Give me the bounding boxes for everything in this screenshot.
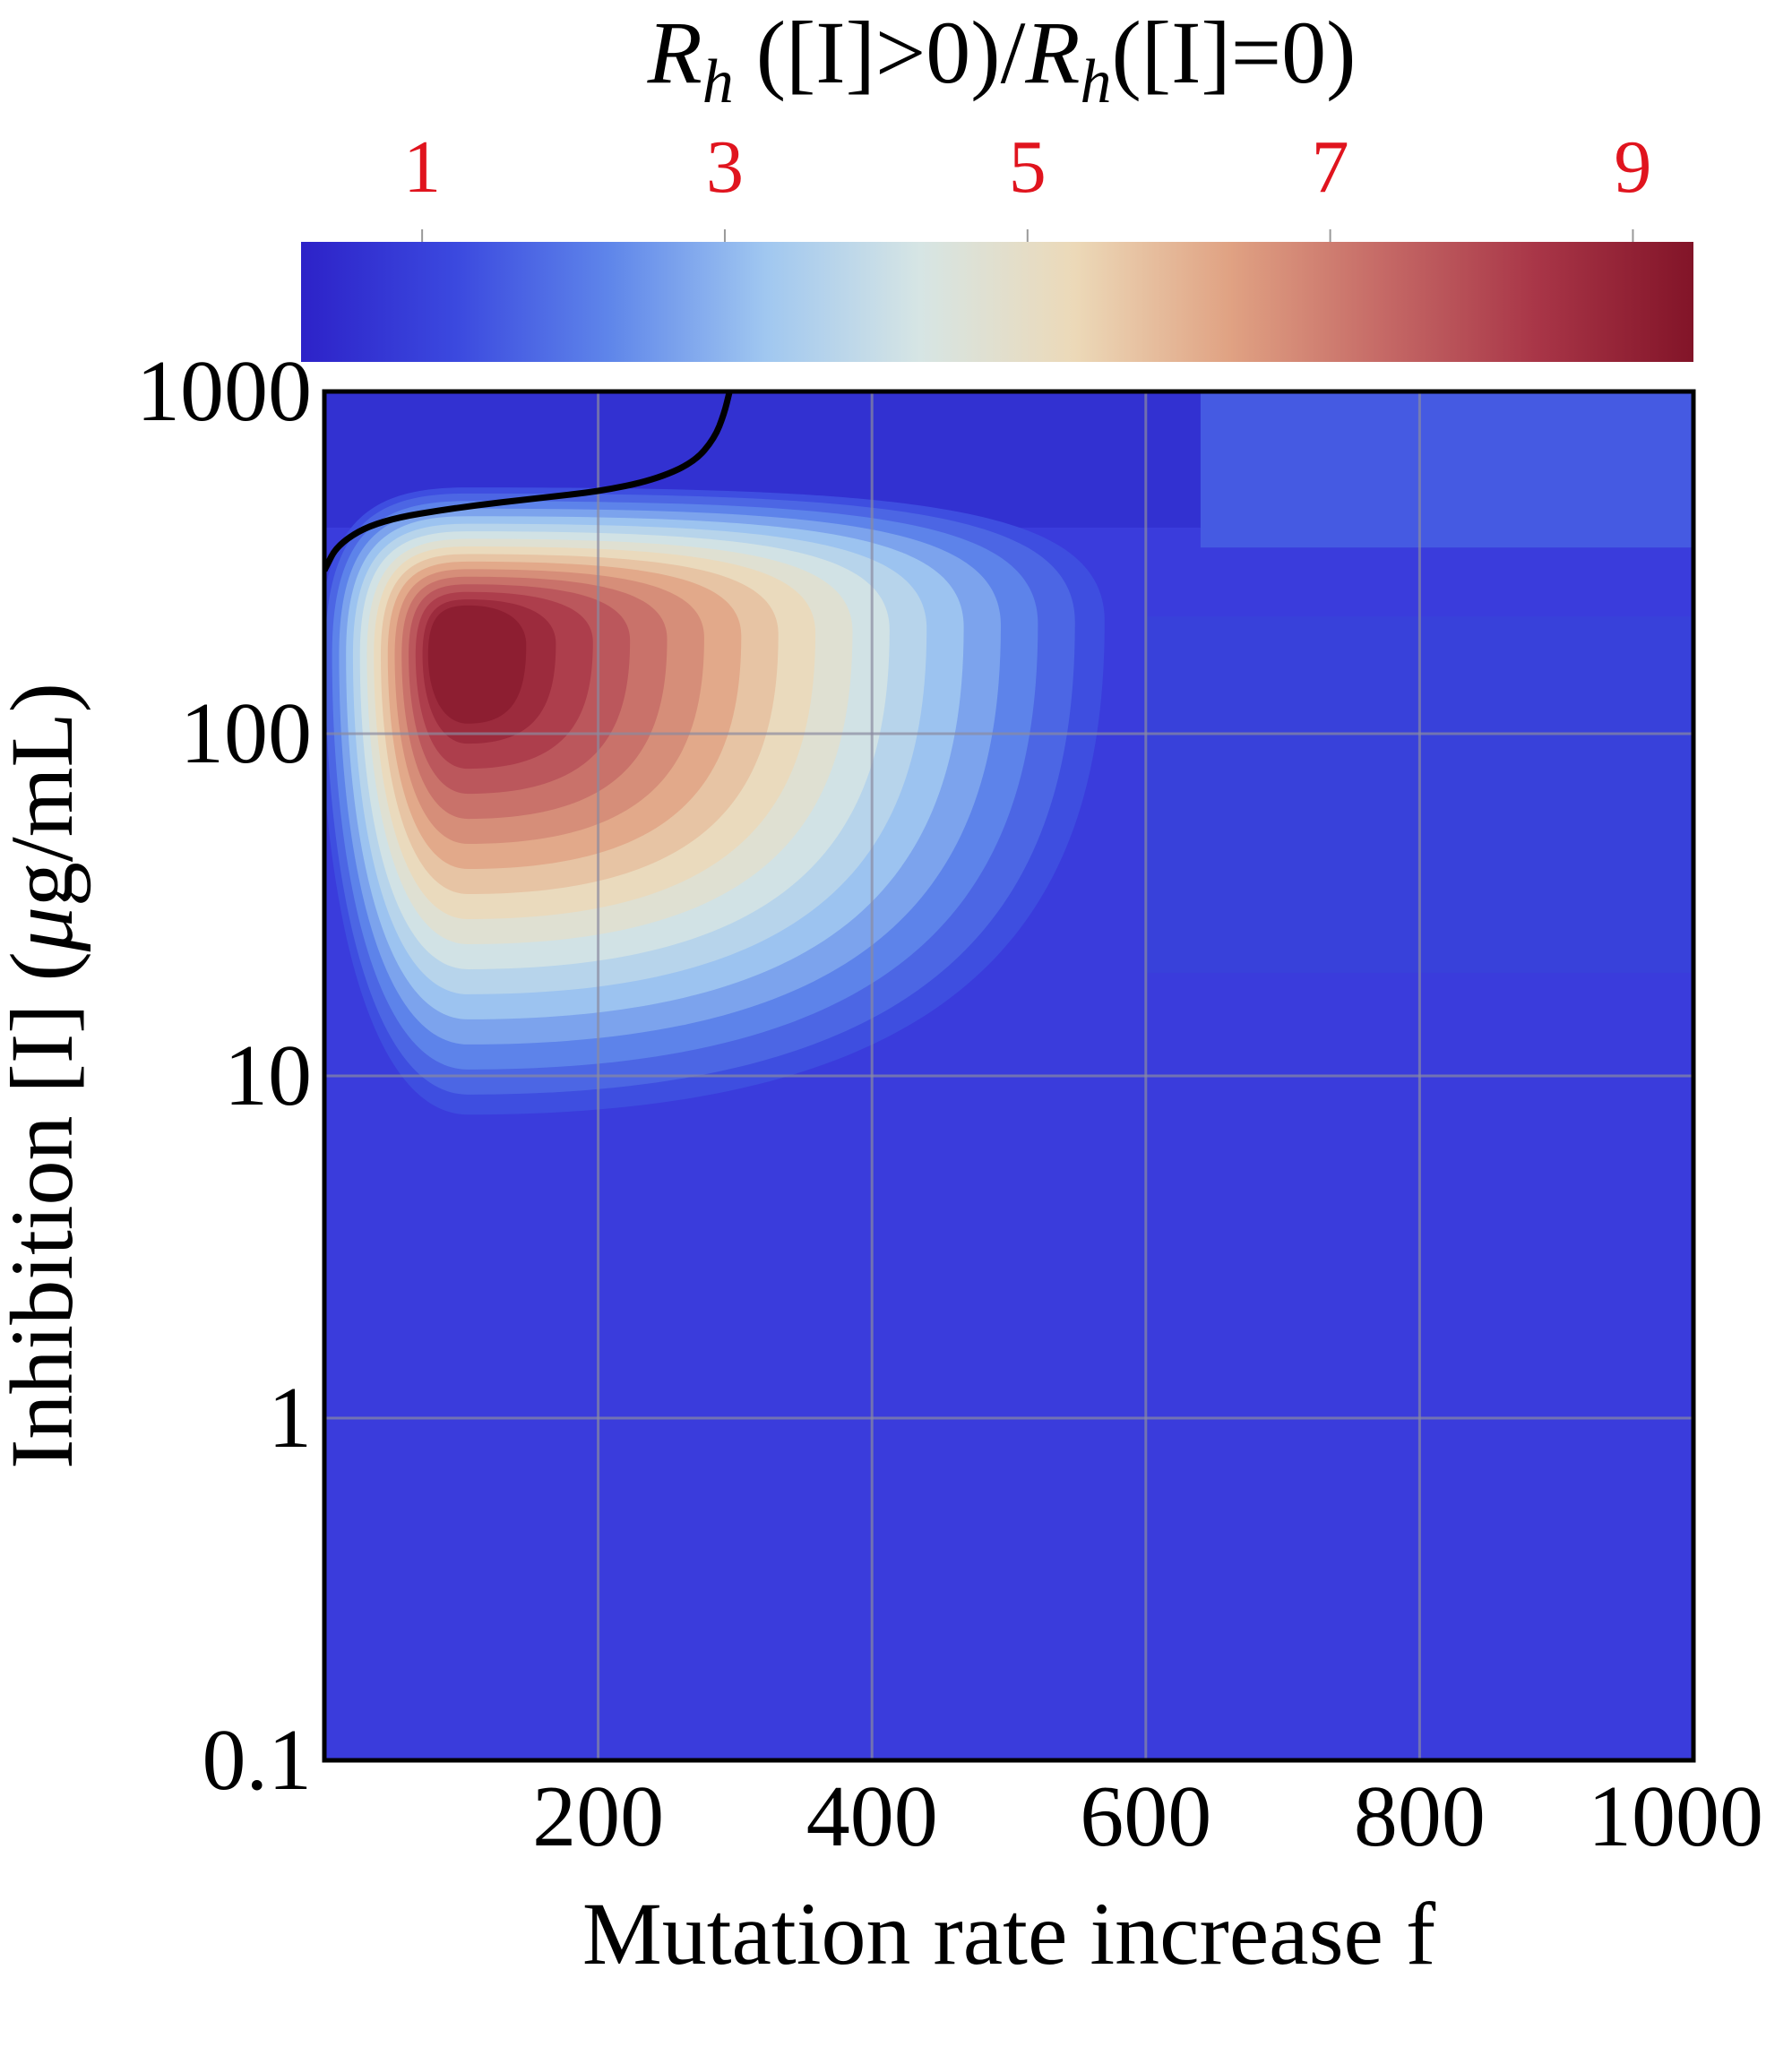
y-axis: Inhibition [I] (μg/mL) 0.1 1 10 100 1000: [0, 343, 312, 1809]
y-tick-label: 10: [224, 1028, 312, 1124]
x-tick-label: 400: [806, 1768, 938, 1865]
colorbar-tick-label: 1: [403, 125, 441, 209]
colorbar-tick-label: 3: [706, 125, 744, 209]
boundary-curve: [324, 391, 733, 572]
x-tick-label: 800: [1354, 1768, 1486, 1865]
y-tick-label: 100: [180, 685, 312, 782]
grid: [324, 391, 1693, 1760]
x-axis: Mutation rate increase f 200 400 600 800 100…: [532, 1768, 1763, 1983]
colorbar-tick-label: 7: [1312, 125, 1349, 209]
plot-frame: [322, 389, 1696, 1763]
x-axis-label: Mutation rate increase f: [582, 1884, 1436, 1983]
colorbar-tick-label: 9: [1614, 125, 1651, 209]
y-axis-label: Inhibition [I] (μg/mL): [0, 683, 91, 1469]
colorbar-ticks: 1 3 5 7 9: [403, 125, 1651, 242]
plot-area: [322, 389, 1696, 1763]
colorbar: Rh ([I]>0)/Rh([I]=0) 1 3 5 7 9: [301, 3, 1693, 362]
colorbar-tick-label: 5: [1009, 125, 1047, 209]
contour-band: [427, 605, 527, 724]
y-tick-label: 1: [268, 1370, 312, 1466]
x-tick-label: 1000: [1588, 1768, 1763, 1865]
colorbar-gradient: [301, 242, 1693, 362]
x-tick-label: 200: [532, 1768, 664, 1865]
colorbar-title: Rh ([I]>0)/Rh([I]=0): [647, 3, 1357, 116]
x-tick-label: 600: [1080, 1768, 1211, 1865]
y-tick-label: 0.1: [202, 1712, 313, 1809]
upper-right-band: [1200, 391, 1693, 548]
y-tick-label: 1000: [136, 343, 312, 440]
